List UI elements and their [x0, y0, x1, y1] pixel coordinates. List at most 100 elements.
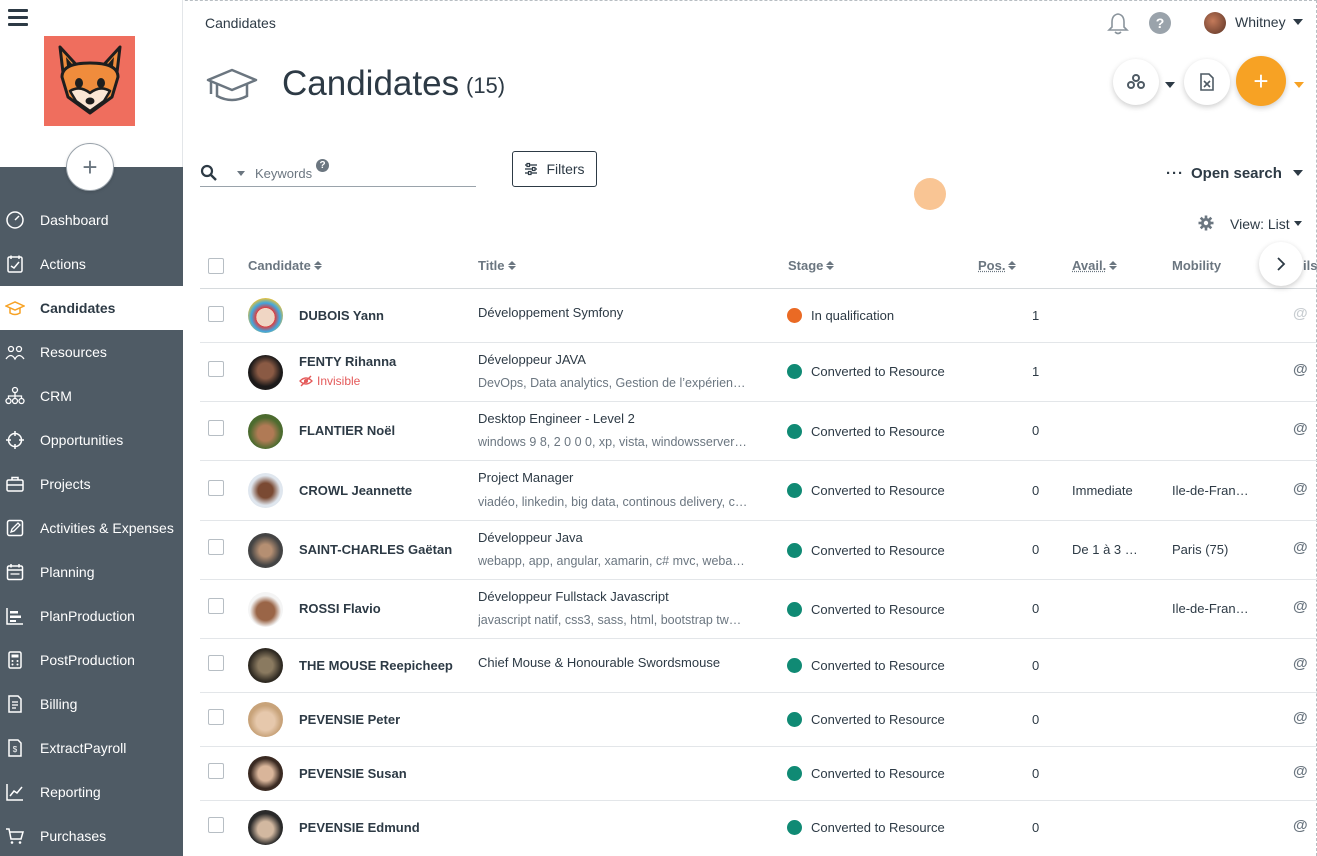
row-checkbox[interactable] — [208, 709, 224, 725]
candidate-name[interactable]: FENTY Rihanna — [299, 354, 397, 369]
row-checkbox[interactable] — [208, 420, 224, 436]
table-row[interactable]: ROSSI Flavio Développeur Fullstack Javas… — [200, 580, 1317, 639]
sidebar-item-actions[interactable]: Actions — [0, 242, 183, 286]
email-at-icon[interactable]: @ — [1293, 655, 1308, 672]
avatar[interactable] — [248, 756, 283, 791]
column-header-pos[interactable]: Pos. — [978, 258, 1017, 273]
share-menu-caret-icon[interactable] — [1165, 82, 1175, 88]
sidebar-item-planproduction[interactable]: PlanProduction — [0, 594, 183, 638]
table-row[interactable]: DUBOIS Yann Développement Symfony In qua… — [200, 289, 1317, 343]
column-header-avail[interactable]: Avail. — [1072, 258, 1118, 273]
email-at-icon[interactable]: @ — [1293, 361, 1308, 378]
open-search-caret-icon[interactable] — [1293, 170, 1303, 176]
email-at-icon[interactable]: @ — [1293, 539, 1308, 556]
table-row[interactable]: FENTY Rihanna Invisible Développeur JAVA… — [200, 343, 1317, 402]
sidebar-item-purchases[interactable]: Purchases — [0, 814, 183, 856]
share-button[interactable] — [1113, 59, 1159, 105]
email-at-icon[interactable]: @ — [1293, 598, 1308, 615]
candidate-name[interactable]: PEVENSIE Peter — [299, 712, 401, 727]
candidate-name[interactable]: FLANTIER Noël — [299, 423, 396, 438]
column-header-candidate[interactable]: Candidate — [248, 258, 322, 273]
quick-add-button[interactable]: + — [66, 143, 114, 191]
sidebar-item-candidates[interactable]: Candidates — [0, 286, 183, 330]
candidate-name[interactable]: CROWL Jeannette — [299, 483, 413, 498]
export-excel-button[interactable] — [1184, 59, 1230, 105]
row-checkbox[interactable] — [208, 480, 224, 496]
sidebar-item-planning[interactable]: Planning — [0, 550, 183, 594]
sidebar-item-dashboard[interactable]: Dashboard — [0, 198, 183, 242]
open-search-button[interactable]: ··· Open search — [1166, 165, 1282, 182]
sidebar-item-projects[interactable]: Projects — [0, 462, 183, 506]
row-checkbox[interactable] — [208, 655, 224, 671]
email-at-icon[interactable]: @ — [1293, 480, 1308, 497]
sidebar-item-resources[interactable]: Resources — [0, 330, 183, 374]
candidate-name[interactable]: ROSSI Flavio — [299, 601, 381, 616]
table-row[interactable]: PEVENSIE Edmund Converted to Resource 0 … — [200, 801, 1317, 856]
table-row[interactable]: PEVENSIE Susan Converted to Resource 0 @ — [200, 747, 1317, 801]
table-row[interactable]: PEVENSIE Peter Converted to Resource 0 @ — [200, 693, 1317, 747]
edit-icon — [6, 519, 24, 537]
email-at-icon[interactable]: @ — [1293, 817, 1308, 834]
breadcrumb[interactable]: Candidates — [205, 15, 276, 31]
avatar[interactable] — [248, 702, 283, 737]
sidebar-item-opportunities[interactable]: Opportunities — [0, 418, 183, 462]
user-name[interactable]: Whitney — [1235, 14, 1286, 30]
user-avatar[interactable] — [1204, 12, 1226, 34]
keywords-help-icon[interactable]: ? — [316, 159, 329, 172]
hamburger-menu-icon[interactable] — [8, 9, 28, 27]
table-row[interactable]: FLANTIER Noël Desktop Engineer - Level 2… — [200, 402, 1317, 461]
filters-button[interactable]: Filters — [512, 151, 597, 187]
email-at-icon[interactable]: @ — [1293, 305, 1308, 322]
table-row[interactable]: SAINT-CHARLES Gaëtan Développeur Java we… — [200, 521, 1317, 580]
candidate-name[interactable]: DUBOIS Yann — [299, 308, 385, 323]
sidebar-item-crm[interactable]: CRM — [0, 374, 183, 418]
row-checkbox[interactable] — [208, 306, 224, 322]
stage-label: Converted to Resource — [811, 712, 945, 727]
stage-status-dot — [787, 308, 802, 323]
keywords-input[interactable]: Keywords — [255, 166, 313, 181]
row-checkbox[interactable] — [208, 361, 224, 377]
column-header-title[interactable]: Title — [478, 258, 516, 273]
sidebar-item-activities-expenses[interactable]: Activities & Expenses — [0, 506, 183, 550]
select-all-checkbox[interactable] — [208, 258, 224, 274]
search-icon[interactable] — [200, 164, 218, 182]
avatar[interactable] — [248, 473, 283, 508]
candidate-name[interactable]: SAINT-CHARLES Gaëtan — [299, 542, 453, 557]
sidebar-item-extractpayroll[interactable]: $ ExtractPayroll — [0, 726, 183, 770]
candidate-name[interactable]: PEVENSIE Edmund — [299, 820, 420, 835]
avatar[interactable] — [248, 592, 283, 627]
view-mode-caret-icon[interactable] — [1294, 221, 1302, 226]
email-at-icon[interactable]: @ — [1293, 420, 1308, 437]
add-candidate-button[interactable]: + — [1236, 56, 1286, 106]
add-menu-caret-icon[interactable] — [1294, 82, 1304, 88]
avatar[interactable] — [248, 355, 283, 390]
row-checkbox[interactable] — [208, 539, 224, 555]
avatar[interactable] — [248, 810, 283, 845]
avatar[interactable] — [248, 648, 283, 683]
column-header-mobility[interactable]: Mobility — [1172, 258, 1221, 273]
table-row[interactable]: CROWL Jeannette Project Manager viadéo, … — [200, 461, 1317, 521]
email-at-icon[interactable]: @ — [1293, 709, 1308, 726]
user-menu-caret-icon[interactable] — [1293, 19, 1303, 25]
sidebar-item-billing[interactable]: Billing — [0, 682, 183, 726]
gear-icon[interactable] — [1198, 215, 1214, 231]
table-row[interactable]: THE MOUSE Reepicheep Chief Mouse & Honou… — [200, 639, 1317, 693]
avatar[interactable] — [248, 533, 283, 568]
notification-bell-icon[interactable] — [1107, 12, 1129, 36]
sidebar-item-postproduction[interactable]: PostProduction — [0, 638, 183, 682]
help-icon[interactable]: ? — [1149, 12, 1171, 34]
candidate-name[interactable]: THE MOUSE Reepicheep — [299, 658, 453, 673]
view-mode-select[interactable]: View: List — [1230, 216, 1290, 232]
fox-logo[interactable] — [44, 36, 135, 126]
scroll-columns-right-button[interactable] — [1259, 242, 1303, 286]
row-checkbox[interactable] — [208, 763, 224, 779]
search-type-caret-icon[interactable] — [237, 171, 245, 176]
row-checkbox[interactable] — [208, 817, 224, 833]
email-at-icon[interactable]: @ — [1293, 763, 1308, 780]
column-header-stage[interactable]: Stage — [788, 258, 835, 273]
row-checkbox[interactable] — [208, 598, 224, 614]
avatar[interactable] — [248, 414, 283, 449]
sidebar-item-reporting[interactable]: Reporting — [0, 770, 183, 814]
candidate-name[interactable]: PEVENSIE Susan — [299, 766, 407, 781]
avatar[interactable] — [248, 298, 283, 333]
